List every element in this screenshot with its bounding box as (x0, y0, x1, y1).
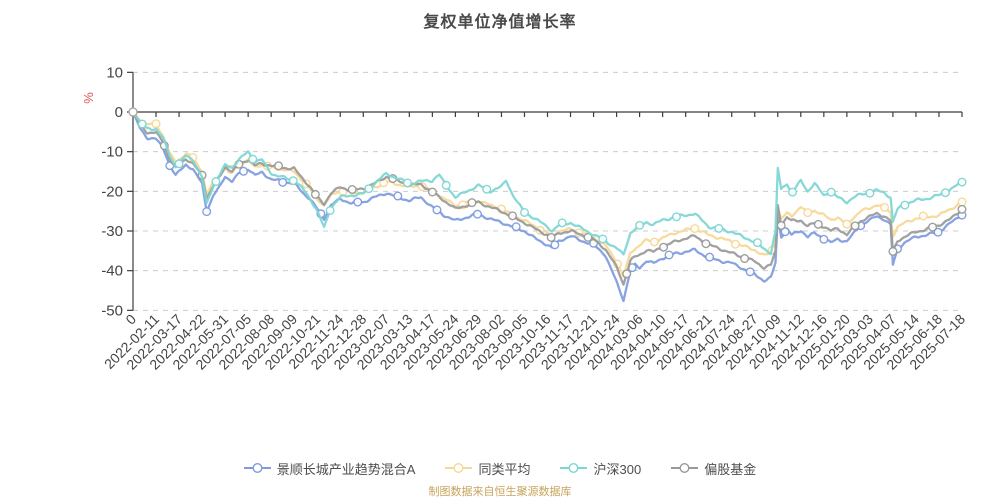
data-point-marker[interactable] (664, 250, 674, 260)
grid-lines (133, 71, 962, 311)
data-point-marker[interactable] (364, 184, 374, 194)
data-point-marker[interactable] (957, 177, 967, 187)
legend: 景顺长城产业趋势混合A 同类平均 沪深300 偏股基金 (0, 456, 1000, 480)
y-tick-label: -10 (101, 144, 123, 161)
data-point-marker[interactable] (274, 161, 284, 171)
data-point-marker[interactable] (622, 269, 632, 279)
data-point-marker[interactable] (671, 212, 681, 222)
data-point-marker[interactable] (583, 232, 593, 242)
legend-marker-icon (671, 462, 699, 474)
data-point-marker[interactable] (819, 234, 829, 244)
legend-item-4[interactable]: 偏股基金 (671, 459, 756, 478)
data-point-marker[interactable] (957, 204, 967, 214)
series-沪深300 (131, 110, 967, 256)
data-point-marker[interactable] (598, 234, 608, 244)
series-同类平均 (131, 110, 967, 278)
data-point-marker[interactable] (730, 239, 740, 249)
legend-marker-icon (445, 462, 473, 474)
series-景顺长城产业趋势混合A (131, 110, 967, 303)
data-point-marker[interactable] (900, 200, 910, 210)
legend-label: 景顺长城产业趋势混合A (276, 461, 416, 477)
data-point-marker[interactable] (288, 176, 298, 186)
y-tick-label: 10 (106, 64, 123, 81)
data-point-marker[interactable] (659, 242, 669, 252)
data-point-marker[interactable] (211, 177, 221, 187)
data-point-marker[interactable] (690, 224, 700, 234)
data-point-marker[interactable] (239, 166, 249, 176)
data-point-marker[interactable] (928, 222, 938, 232)
data-point-marker[interactable] (826, 187, 836, 197)
data-point-marker[interactable] (918, 211, 928, 221)
data-point-marker[interactable] (701, 239, 711, 249)
data-point-marker[interactable] (248, 154, 258, 164)
y-tick-label: -50 (101, 302, 123, 319)
data-point-marker[interactable] (278, 177, 288, 187)
legend-label: 同类平均 (478, 461, 531, 477)
data-point-marker[interactable] (427, 187, 437, 197)
y-tick-label: -20 (101, 183, 123, 200)
series-start-marker (128, 107, 138, 117)
data-point-marker[interactable] (813, 219, 823, 229)
data-point-marker[interactable] (880, 202, 890, 212)
data-point-marker[interactable] (940, 188, 950, 198)
data-point-marker[interactable] (432, 205, 442, 215)
data-point-marker[interactable] (635, 220, 645, 230)
y-axis-unit-label: % (81, 92, 96, 104)
data-point-marker[interactable] (325, 205, 335, 215)
y-axis: 10 0 -10 -20 -30 -40 -50% (81, 64, 134, 319)
data-point-marker[interactable] (472, 209, 482, 219)
data-point-marker[interactable] (649, 237, 659, 247)
data-point-marker[interactable] (788, 187, 798, 197)
data-point-marker[interactable] (780, 227, 790, 237)
data-point-marker[interactable] (850, 221, 860, 231)
y-tick-label: -30 (101, 223, 123, 240)
data-point-marker[interactable] (714, 223, 724, 233)
data-point-marker[interactable] (557, 218, 567, 228)
data-point-marker[interactable] (353, 197, 363, 207)
legend-label: 沪深300 (593, 461, 642, 477)
data-point-marker[interactable] (705, 252, 715, 262)
data-point-marker[interactable] (202, 207, 212, 217)
data-point-marker[interactable] (753, 238, 763, 248)
data-point-marker[interactable] (803, 208, 813, 218)
data-point-marker[interactable] (174, 159, 184, 169)
legend-item-3[interactable]: 沪深300 (560, 459, 641, 478)
data-point-marker[interactable] (740, 254, 750, 264)
data-point-marker[interactable] (888, 246, 898, 256)
data-point-marker[interactable] (776, 220, 786, 230)
data-point-marker[interactable] (402, 178, 412, 188)
legend-marker-icon (243, 462, 271, 474)
data-point-marker[interactable] (865, 188, 875, 198)
data-point-marker[interactable] (467, 198, 477, 208)
data-point-marker[interactable] (151, 119, 161, 129)
data-point-marker[interactable] (745, 267, 755, 277)
data-point-marker[interactable] (137, 119, 147, 129)
legend-item-2[interactable]: 同类平均 (445, 459, 530, 478)
data-point-marker[interactable] (507, 211, 517, 221)
data-point-marker[interactable] (842, 219, 852, 229)
data-point-marker[interactable] (519, 207, 529, 217)
data-point-marker[interactable] (550, 240, 560, 250)
data-point-marker[interactable] (511, 222, 521, 232)
data-point-marker[interactable] (310, 189, 320, 199)
data-point-marker[interactable] (393, 191, 403, 201)
x-axis: 02022-02-112022-03-172022-04-222022-05-3… (101, 111, 968, 373)
data-point-marker[interactable] (933, 227, 943, 237)
y-tick-label: 0 (115, 104, 123, 121)
data-point-marker[interactable] (957, 197, 967, 207)
legend-label: 偏股基金 (704, 461, 757, 477)
data-point-marker[interactable] (482, 184, 492, 194)
data-point-marker[interactable] (546, 232, 556, 242)
legend-item-1[interactable]: 景顺长城产业趋势混合A (243, 459, 416, 478)
y-tick-label: -40 (101, 263, 123, 280)
legend-marker-icon (560, 462, 588, 474)
data-source-note: 制图数据来自恒生聚源数据库 (428, 486, 572, 498)
chart-title: 复权单位净值增长率 (423, 14, 577, 31)
data-point-marker[interactable] (441, 180, 451, 190)
data-point-marker[interactable] (347, 185, 357, 195)
